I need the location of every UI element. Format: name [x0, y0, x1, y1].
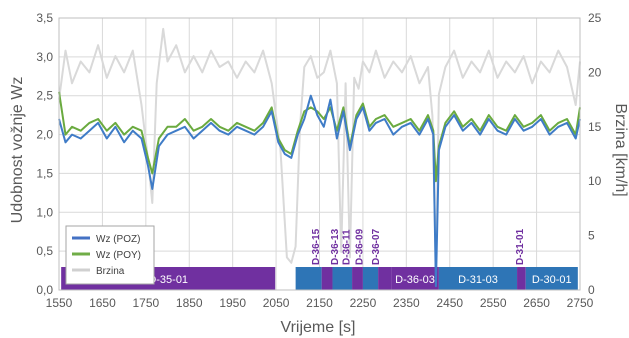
station-label: D-31-01 [515, 228, 526, 265]
segment-bar [378, 267, 392, 290]
y-tick-left: 3,5 [36, 11, 53, 25]
y-tick-left: 1,0 [36, 205, 53, 219]
series-line-wz-poy [58, 91, 581, 183]
y-tick-left: 3,0 [36, 50, 53, 64]
y-tick-left: 2,5 [36, 89, 53, 103]
wz-series [58, 91, 581, 288]
x-tick: 2650 [523, 296, 550, 310]
station-label: D-36-09 [355, 228, 366, 265]
segment-bar [391, 267, 439, 290]
segment-label: D-30-01 [532, 274, 572, 286]
y-tick-left: 0,0 [36, 283, 53, 297]
segment-bar [352, 267, 363, 290]
station-label: D-36-11 [342, 229, 353, 265]
segment-label: D-36-03 [395, 274, 435, 286]
segment-bar [525, 267, 578, 290]
speed-series [58, 27, 581, 270]
station-label: D-36-07 [371, 228, 382, 265]
legend-entry: Wz (POY) [96, 250, 141, 261]
x-tick: 2450 [436, 296, 463, 310]
y-tick-right: 15 [588, 120, 602, 134]
y-tick-right: 5 [588, 229, 595, 243]
y-axis-right-label: Brzina [km/h] [612, 103, 629, 196]
x-tick: 2750 [567, 296, 594, 310]
segment-bar [438, 267, 518, 290]
segment-bar [295, 267, 322, 290]
segment-bar [517, 267, 526, 290]
x-tick: 2350 [393, 296, 420, 310]
x-tick: 2050 [263, 296, 290, 310]
station-labels: D-36-15 D-36-13 D-36-11 D-36-09 D-36-07 D-31-… [311, 228, 526, 265]
series-line-brzina [58, 27, 581, 270]
y-tick-left: 2,0 [36, 128, 53, 142]
plot-frame [58, 17, 581, 291]
segment-label: D-31-03 [458, 274, 498, 286]
x-axis-label: Vrijeme [s] [281, 319, 356, 336]
x-tick: 2250 [350, 296, 377, 310]
x-tick: 1550 [46, 296, 73, 310]
segment-bar [321, 267, 333, 290]
legend: Wz (POZ) Wz (POY) Brzina [65, 225, 155, 285]
y-tick-right: 20 [588, 65, 602, 79]
station-label: D-36-15 [311, 228, 322, 265]
y-tick-right: 0 [588, 283, 595, 297]
x-tick: 2550 [480, 296, 507, 310]
segment-bar [362, 267, 379, 290]
segment-bar [332, 267, 353, 290]
x-tick: 1850 [176, 296, 203, 310]
x-tick: 2150 [306, 296, 333, 310]
y-tick-left: 1,5 [36, 166, 53, 180]
y-axis-left-label: Udobnost vožnje Wz [9, 77, 26, 224]
station-label: D-36-13 [330, 228, 341, 265]
x-tick: 1750 [132, 296, 159, 310]
segment-label: D-35-01 [148, 274, 188, 286]
legend-entry: Brzina [96, 266, 125, 277]
x-tick: 1950 [219, 296, 246, 310]
series-line-wz-poz [58, 94, 581, 288]
y-tick-right: 25 [588, 11, 602, 25]
x-tick: 1650 [89, 296, 116, 310]
y-tick-left: 0,5 [36, 244, 53, 258]
legend-entry: Wz (POZ) [96, 234, 140, 245]
y-tick-right: 10 [588, 174, 602, 188]
